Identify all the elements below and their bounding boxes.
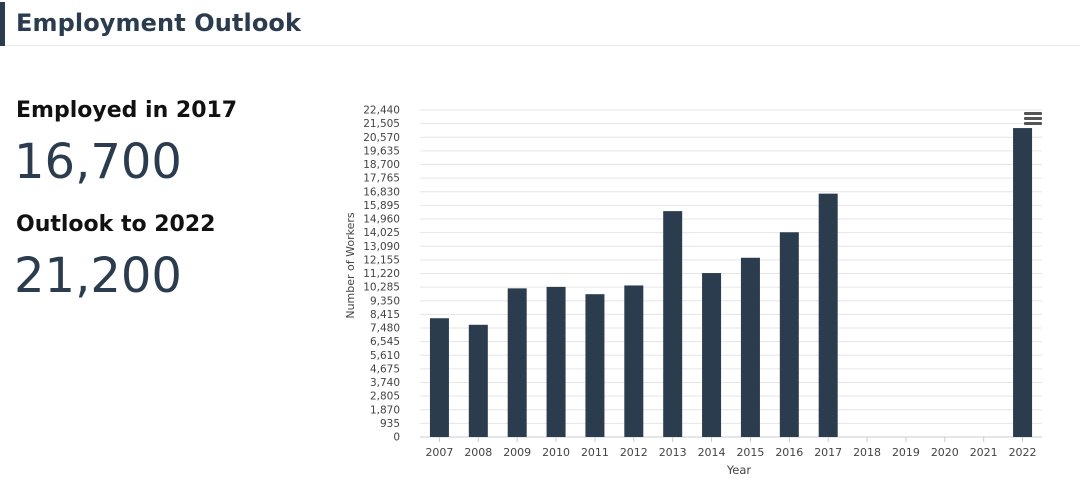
bar-2016: [779, 232, 799, 437]
y-tick-label: 13,090: [363, 241, 400, 253]
x-tick-label: 2017: [814, 446, 842, 459]
y-tick-label: 8,415: [370, 309, 400, 321]
y-tick-label: 22,440: [363, 105, 400, 117]
bar-2009: [507, 288, 527, 437]
bar-2010: [546, 286, 566, 437]
y-tick-label: 19,635: [363, 145, 400, 157]
y-tick-label: 18,700: [363, 159, 400, 171]
hamburger-menu-icon[interactable]: [1024, 112, 1042, 128]
x-tick-label: 2008: [464, 446, 492, 459]
y-tick-label: 935: [380, 418, 400, 430]
x-tick-label: 2014: [698, 446, 726, 459]
y-tick-label: 17,765: [363, 173, 400, 185]
employed-label: Employed in 2017: [16, 98, 238, 123]
bar-2022: [1013, 128, 1033, 437]
outlook-value: 21,200: [14, 248, 182, 304]
x-tick-label: 2010: [542, 446, 570, 459]
bar-2015: [740, 257, 760, 437]
y-tick-label: 10,285: [363, 282, 400, 294]
bar-2014: [702, 273, 722, 437]
y-tick-label: 2,805: [370, 391, 400, 403]
x-tick-label: 2012: [620, 446, 648, 459]
header-accent-bar: [0, 2, 5, 46]
x-tick-label: 2021: [970, 446, 998, 459]
x-tick-label: 2016: [775, 446, 803, 459]
bar-2017: [818, 193, 838, 437]
x-tick-label: 2018: [853, 446, 881, 459]
y-tick-label: 15,895: [363, 200, 400, 212]
x-tick-label: 2019: [892, 446, 920, 459]
bar-2008: [468, 324, 488, 437]
y-tick-label: 20,570: [363, 132, 400, 144]
y-tick-label: 0: [393, 432, 400, 444]
bar-2007: [429, 318, 449, 437]
bar-2013: [663, 211, 683, 437]
x-tick-label: 2007: [425, 446, 453, 459]
x-tick-label: 2013: [659, 446, 687, 459]
x-tick-label: 2020: [931, 446, 959, 459]
y-tick-label: 11,220: [363, 268, 400, 280]
y-tick-label: 1,870: [370, 404, 400, 416]
y-axis-title: Number of Workers: [344, 212, 357, 319]
x-tick-label: 2022: [1009, 446, 1037, 459]
y-tick-label: 6,545: [370, 336, 400, 348]
x-axis-title: Year: [726, 463, 752, 477]
y-tick-label: 5,610: [370, 350, 400, 362]
page-title: Employment Outlook: [16, 9, 302, 37]
bar-2011: [585, 294, 605, 437]
y-tick-label: 14,025: [363, 227, 400, 239]
outlook-label: Outlook to 2022: [16, 212, 216, 237]
bar-2012: [624, 285, 644, 437]
section-header: Employment Outlook: [0, 0, 1080, 46]
y-tick-label: 7,480: [370, 323, 400, 335]
y-tick-label: 16,830: [363, 186, 400, 198]
x-tick-label: 2015: [736, 446, 764, 459]
y-tick-label: 12,155: [363, 254, 400, 266]
x-tick-label: 2009: [503, 446, 531, 459]
y-tick-label: 14,960: [363, 214, 400, 226]
y-tick-label: 9,350: [370, 295, 400, 307]
employed-value: 16,700: [14, 134, 182, 190]
x-tick-label: 2011: [581, 446, 609, 459]
y-tick-label: 3,740: [370, 377, 400, 389]
y-tick-label: 21,505: [363, 118, 400, 130]
y-tick-label: 4,675: [370, 363, 400, 375]
